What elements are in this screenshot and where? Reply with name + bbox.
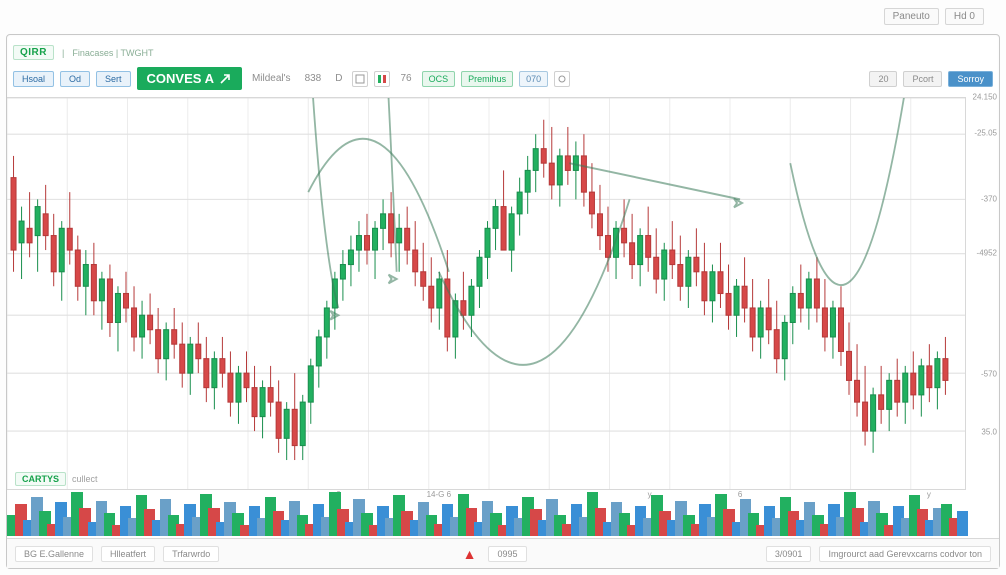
meta-mildeals: Mildeal's [248, 73, 295, 84]
status-right-a: 3/0901 [766, 546, 812, 562]
top-tabs: Paneuto Hd 0 [884, 8, 984, 25]
volume-strip [7, 490, 965, 536]
status-left-b[interactable]: Hlleatfert [101, 546, 155, 562]
meta-838: 838 [301, 73, 326, 84]
tool-icon-b[interactable] [374, 71, 390, 87]
tool-icon-a[interactable] [352, 71, 368, 87]
chart-panel: QIRR | Finacases | TWGHT Hsoal Od Sert C… [6, 34, 1000, 569]
symbol-badge[interactable]: QIRR [13, 45, 54, 60]
y-tick-label: -25.05 [974, 129, 997, 138]
plot-badge-label[interactable]: CARTYS [15, 472, 66, 486]
chip-070[interactable]: 070 [519, 71, 548, 87]
y-tick-label: -570 [981, 369, 997, 378]
status-bar: BG E.Gallenne Hlleatfert Trfarwrdo ▲ 099… [7, 538, 999, 568]
candlestick-svg [7, 98, 965, 489]
toolbar: Hsoal Od Sert CONVES A Mildeal's 838 D 7… [13, 67, 993, 90]
right-pill-b[interactable]: Pcort [903, 71, 942, 87]
top-tab-a[interactable]: Paneuto [884, 8, 939, 25]
meta-76: 76 [396, 73, 415, 84]
plot-badge: CARTYS cullect [15, 472, 98, 486]
arrow-up-right-icon [220, 74, 230, 84]
right-pill-c[interactable]: Sorroy [948, 71, 993, 87]
header-sep: | [62, 48, 64, 58]
y-tick-label: -370 [981, 194, 997, 203]
status-mid: 0995 [488, 546, 526, 562]
main-symbol-button[interactable]: CONVES A [137, 67, 242, 90]
y-tick-label: 24.150 [973, 93, 997, 102]
pill-c[interactable]: Sert [96, 71, 131, 87]
header-sub: Finacases | TWGHT [72, 48, 153, 58]
status-right-b: Imgrourct aad Gerevxcarns codvor ton [819, 546, 991, 562]
cursor-up-icon: ▲ [463, 546, 477, 562]
meta-d: D [331, 73, 346, 84]
chip-premium[interactable]: Premihus [461, 71, 513, 87]
pill-a[interactable]: Hsoal [13, 71, 54, 87]
status-left-a[interactable]: BG E.Gallenne [15, 546, 93, 562]
tool-icon-c[interactable] [554, 71, 570, 87]
pill-b[interactable]: Od [60, 71, 90, 87]
status-left-c[interactable]: Trfarwrdo [163, 546, 219, 562]
plot-badge-sub: cullect [72, 474, 98, 484]
app-frame: Paneuto Hd 0 QIRR | Finacases | TWGHT Hs… [0, 0, 1006, 575]
y-tick-label: 35.0 [981, 427, 997, 436]
price-plot[interactable] [7, 97, 965, 490]
main-symbol-label: CONVES A [147, 71, 214, 86]
right-pill-a[interactable]: 20 [869, 71, 897, 87]
top-tab-b[interactable]: Hd 0 [945, 8, 984, 25]
y-axis: 24.150-25.05-370-4952-57035.0 [965, 97, 999, 490]
volume-bar [957, 511, 968, 536]
y-tick-label: -4952 [977, 249, 997, 258]
chip-ocs[interactable]: OCS [422, 71, 456, 87]
header-row-1: QIRR | Finacases | TWGHT [13, 45, 154, 60]
